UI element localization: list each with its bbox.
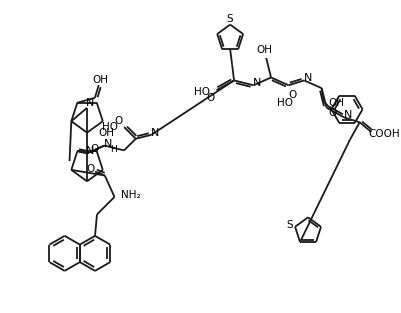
Text: N: N (85, 98, 94, 108)
Text: NH₂: NH₂ (121, 190, 140, 200)
Text: S: S (226, 14, 233, 24)
Text: OH: OH (255, 45, 271, 55)
Text: HO: HO (276, 98, 292, 108)
Text: N: N (85, 146, 94, 156)
Text: HO: HO (193, 87, 209, 97)
Text: OH: OH (98, 128, 114, 138)
Text: O: O (206, 93, 214, 103)
Text: H: H (110, 145, 116, 154)
Text: O: O (91, 144, 99, 154)
Text: COOH: COOH (367, 129, 399, 139)
Text: O: O (114, 116, 122, 126)
Text: O: O (86, 164, 94, 174)
Text: O: O (328, 109, 336, 119)
Text: OH: OH (93, 75, 108, 85)
Text: S: S (285, 220, 292, 230)
Text: N: N (343, 110, 351, 121)
Text: N: N (303, 74, 312, 84)
Text: N: N (104, 139, 112, 149)
Text: N: N (151, 128, 159, 138)
Text: HO: HO (102, 122, 118, 132)
Text: O: O (288, 90, 296, 100)
Text: N: N (253, 78, 261, 88)
Text: OH: OH (328, 98, 343, 108)
